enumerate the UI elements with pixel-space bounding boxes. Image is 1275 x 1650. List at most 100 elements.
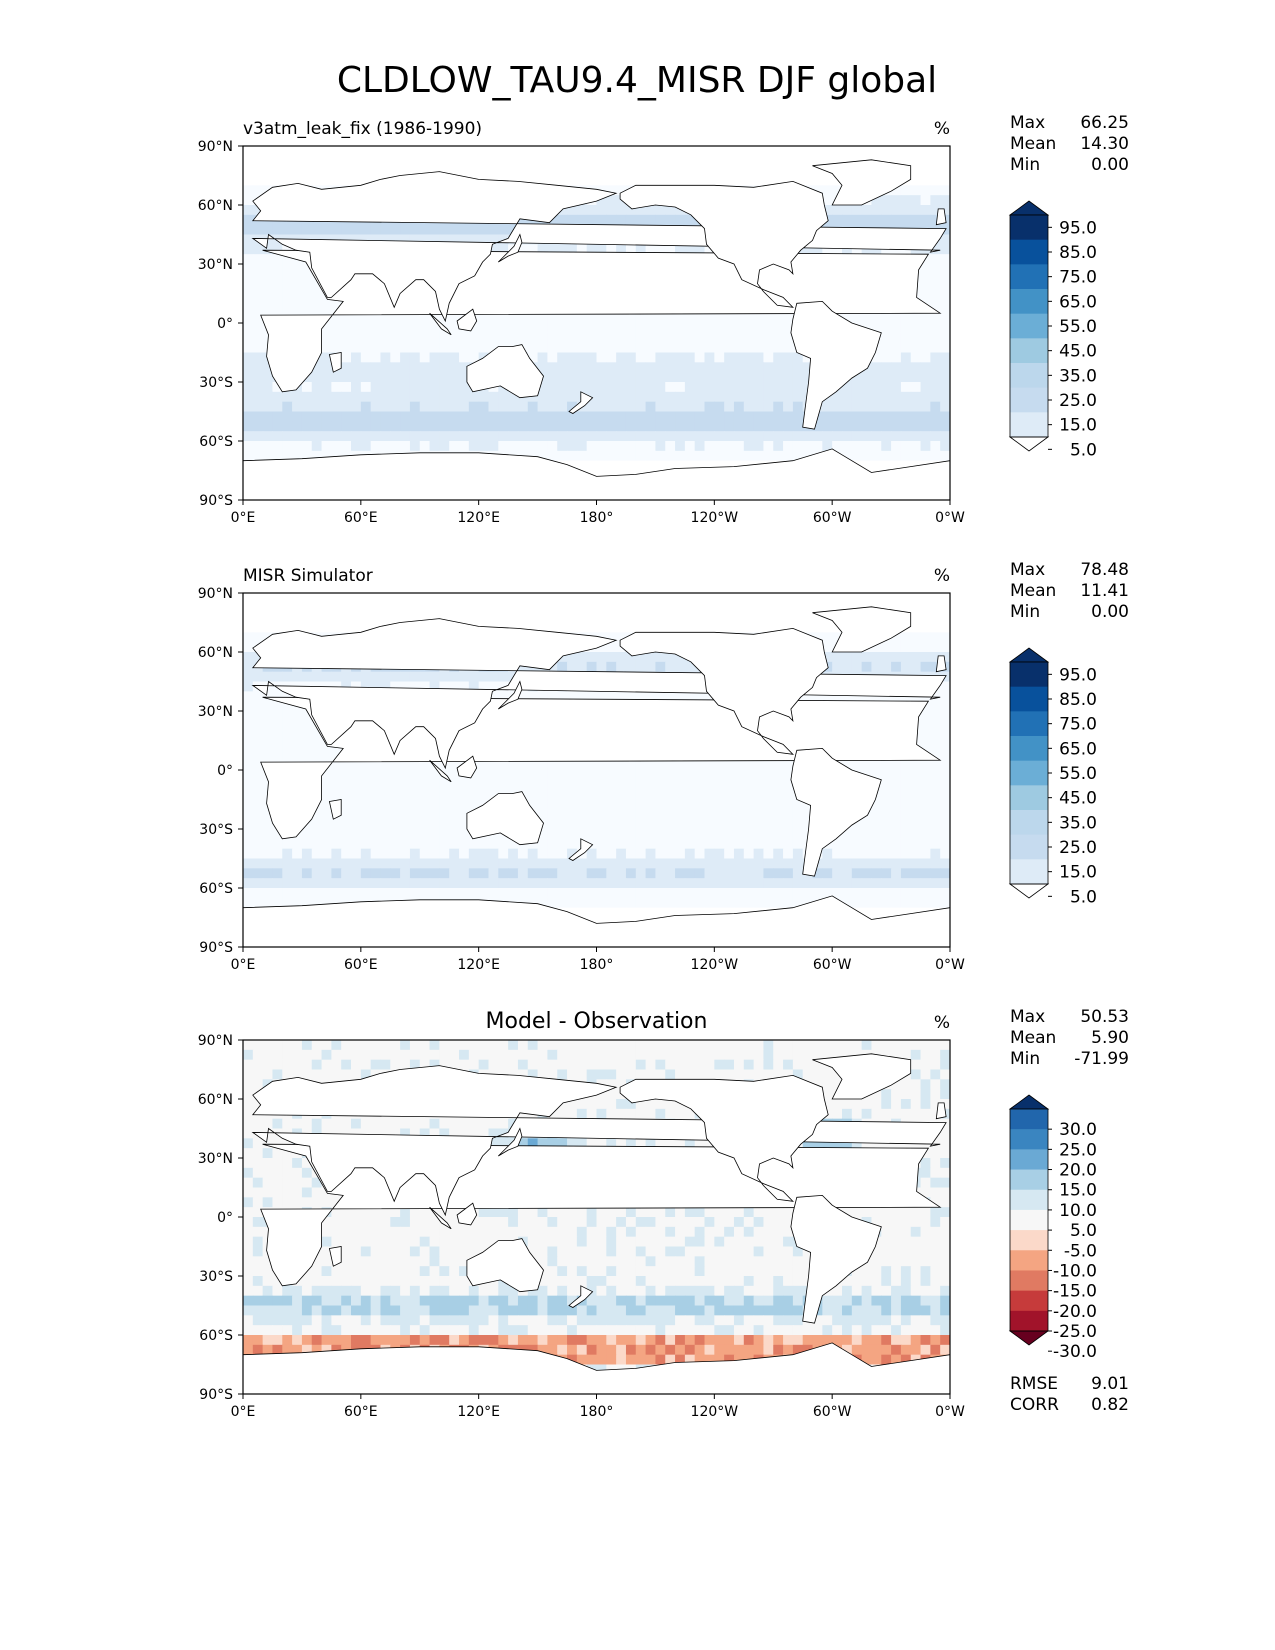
field-cell	[841, 155, 853, 167]
field-cell	[891, 770, 902, 781]
field-cell	[321, 829, 332, 840]
field-cell	[616, 332, 627, 344]
field-cell	[449, 401, 460, 413]
field-cell	[773, 789, 784, 801]
field-cell	[596, 642, 607, 653]
field-cell	[783, 848, 794, 860]
field-cell	[753, 146, 765, 157]
field-cell	[881, 602, 892, 614]
field-cell	[488, 224, 499, 236]
field-cell	[272, 593, 283, 604]
field-cell	[635, 214, 647, 226]
field-cell	[792, 362, 804, 373]
field-cell	[243, 450, 254, 462]
field-cell	[262, 868, 274, 879]
field-cell	[635, 155, 647, 167]
field-cell	[900, 411, 912, 422]
field-cell	[341, 671, 352, 683]
field-cell	[586, 888, 598, 899]
field-cell	[792, 391, 804, 403]
field-cell	[468, 612, 480, 624]
field-cell	[684, 799, 696, 810]
field-cell	[301, 711, 313, 722]
field-cell	[557, 205, 568, 216]
field-cell	[792, 593, 804, 604]
stat-label: Max	[1010, 113, 1045, 133]
field-cell	[468, 888, 480, 899]
field-cell	[940, 244, 950, 255]
field-cell	[419, 779, 431, 791]
field-cell	[714, 602, 725, 614]
field-cell	[547, 848, 558, 860]
field-cell	[508, 878, 519, 889]
field-cell	[616, 382, 627, 393]
field-cell	[822, 878, 833, 889]
field-cell	[891, 760, 902, 771]
field-cell	[321, 372, 332, 383]
field-cell	[675, 401, 686, 413]
field-cell	[596, 146, 607, 157]
field-cell	[517, 779, 529, 791]
field-cell	[262, 720, 274, 732]
field-cell	[400, 411, 411, 422]
field-cell	[606, 362, 617, 373]
field-cell	[262, 273, 274, 285]
field-cell	[783, 612, 794, 624]
field-cell	[930, 789, 941, 801]
field-cell	[360, 878, 372, 889]
field-cell	[243, 730, 254, 742]
field-cell	[881, 799, 892, 810]
field-cell	[802, 799, 814, 810]
field-cell	[645, 888, 657, 899]
field-cell	[753, 838, 765, 850]
field-cell	[243, 175, 254, 186]
field-cell	[616, 848, 627, 860]
field-cell	[449, 234, 460, 245]
field-cell	[419, 681, 431, 692]
field-cell	[616, 770, 627, 781]
field-cell	[576, 421, 588, 432]
field-cell	[694, 441, 706, 452]
field-cell	[272, 691, 283, 702]
field-cell	[439, 681, 450, 692]
field-cell	[331, 770, 342, 781]
field-cell	[252, 789, 264, 801]
field-cell	[547, 760, 558, 771]
field-cell	[724, 838, 735, 850]
field-cell	[783, 819, 794, 830]
field-cell	[606, 391, 617, 403]
field-cell	[635, 858, 647, 869]
field-cell	[684, 441, 696, 452]
field-cell	[920, 878, 931, 889]
field-cell	[419, 602, 431, 614]
field-cell	[331, 382, 342, 393]
field-cell	[743, 421, 755, 432]
field-cell	[321, 838, 332, 850]
field-cell	[616, 819, 627, 830]
field-cell	[900, 313, 912, 324]
field-cell	[311, 750, 323, 761]
field-cell	[282, 602, 293, 614]
field-cell	[900, 391, 912, 403]
field-cell	[792, 441, 804, 452]
field-cell	[675, 146, 686, 157]
field-cell	[527, 770, 539, 781]
field-cell	[262, 593, 274, 604]
field-cell	[360, 789, 372, 801]
field-cell	[488, 770, 499, 781]
field-cell	[822, 421, 833, 432]
field-cell	[743, 858, 755, 869]
field-cell	[272, 878, 283, 889]
field-cell	[881, 460, 892, 472]
field-cell	[871, 593, 882, 604]
field-cell	[341, 362, 352, 373]
field-cell	[252, 701, 264, 712]
field-cell	[861, 460, 873, 472]
field-cell	[783, 165, 794, 177]
field-cell	[684, 897, 696, 909]
field-cell	[891, 593, 902, 604]
field-cell	[292, 293, 303, 304]
field-cell	[380, 411, 391, 422]
field-cell	[822, 205, 833, 216]
field-cell	[606, 165, 617, 177]
